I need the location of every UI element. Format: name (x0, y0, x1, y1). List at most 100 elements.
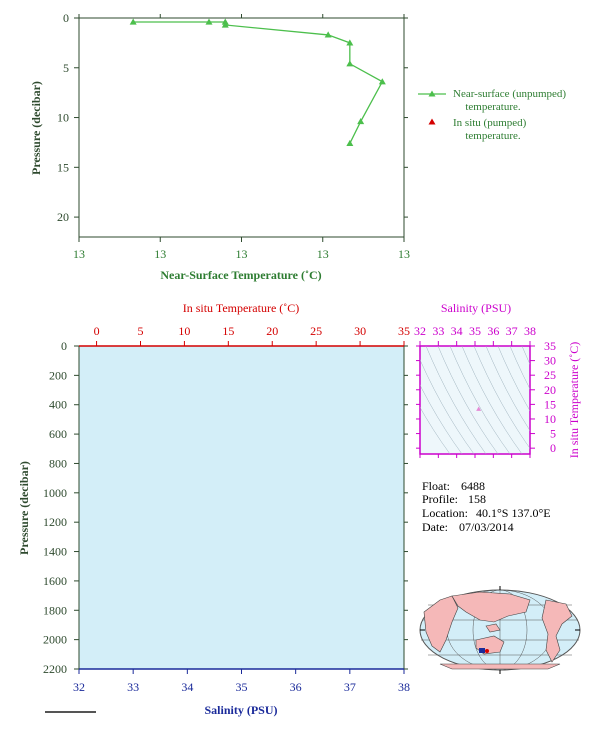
near-surface-point (205, 18, 213, 25)
profile-pressure-tick-label: 1200 (43, 515, 67, 529)
profile-temperature-ticks: 0 5 10 15 20 25 30 35 (94, 324, 410, 346)
profile-pressure-tick-label: 1800 (43, 603, 67, 617)
profile-salinity-tick-label: 37 (344, 680, 356, 694)
ts-salinity-tick-label: 32 (414, 324, 426, 338)
map-float-marker (479, 648, 489, 653)
profile-salinity-tick-label: 35 (236, 680, 248, 694)
ts-temperature-tick-label: 5 (550, 427, 556, 441)
ts-density-contours (420, 346, 594, 454)
ts-density-contour (485, 346, 530, 432)
profile-temperature-tick-label: 35 (398, 324, 410, 338)
profile-pressure-tick-label: 1600 (43, 574, 67, 588)
ts-salinity-tick-label: 38 (524, 324, 536, 338)
profile-salinity-tick-label: 34 (181, 680, 193, 694)
near-surface-y-tick-label: 10 (57, 111, 69, 125)
near-surface-series-points (129, 18, 386, 147)
profile-temperature-axis-label: In situ Temperature (˚C) (183, 301, 300, 315)
ts-density-contour (420, 384, 463, 454)
near-surface-y-ticks: 0 5 10 15 20 (57, 11, 408, 224)
ts-density-contour (473, 346, 530, 449)
ts-salinity-tick-label: 35 (469, 324, 481, 338)
ts-density-contour (497, 346, 530, 412)
ts-density-contour (420, 359, 475, 454)
profile-salinity-tick-label: 38 (398, 680, 410, 694)
profile-pressure-axis-label: Pressure (decibar) (17, 461, 31, 555)
profile-temperature-tick-label: 0 (94, 324, 100, 338)
legend-near-surface-label-1: Near-surface (unpumped) (453, 88, 566, 100)
ts-temperature-tick-label: 20 (544, 383, 556, 397)
near-surface-point (357, 118, 365, 125)
in-situ-profile-chart: 0 5 10 15 20 25 30 35 32 33 34 35 36 37 38 0 200 400 600… (17, 301, 410, 717)
profile-salinity-tick-label: 36 (290, 680, 302, 694)
near-surface-chart: 13 13 13 13 13 0 5 10 15 20 Near-Surface Tempera… (29, 11, 566, 282)
profile-temperature-tick-label: 5 (137, 324, 143, 338)
ts-point (476, 406, 482, 411)
near-surface-y-tick-label: 20 (57, 210, 69, 224)
profile-salinity-axis-label: Salinity (PSU) (204, 703, 277, 717)
ts-salinity-ticks: 32 33 34 35 36 37 38 (414, 324, 536, 458)
legend-near-surface-label-2: temperature. (465, 101, 521, 113)
ts-salinity-axis-label: Salinity (PSU) (441, 301, 511, 315)
near-surface-x-tick-label: 13 (398, 247, 410, 261)
profile-pressure-tick-label: 0 (61, 339, 67, 353)
legend-in-situ-marker (428, 118, 436, 125)
near-surface-y-axis-label: Pressure (decibar) (29, 81, 43, 175)
ts-density-contour (420, 406, 451, 454)
profile-pressure-tick-label: 400 (49, 398, 67, 412)
near-surface-series-line (133, 21, 384, 144)
map-ticks (420, 586, 580, 674)
near-surface-x-tick-label: 13 (317, 247, 329, 261)
ts-temperature-tick-label: 35 (544, 339, 556, 353)
near-surface-point (346, 60, 354, 67)
ts-density-contour (534, 346, 594, 454)
near-surface-x-axis-label: Near-Surface Temperature (˚C) (160, 268, 321, 282)
legend-in-situ-label-1: In situ (pumped) (453, 117, 527, 129)
near-surface-x-tick-label: 13 (73, 247, 85, 261)
profile-pressure-ticks: 0 200 400 600 800 1000 1200 1400 1600 1800 2000 220… (43, 339, 408, 676)
near-surface-x-tick-label: 13 (154, 247, 166, 261)
profile-label: Profile: (422, 492, 458, 506)
profile-temperature-tick-label: 10 (178, 324, 190, 338)
profile-pressure-tick-label: 2200 (43, 662, 67, 676)
near-surface-point (378, 78, 386, 85)
float-value: 6488 (461, 479, 485, 493)
near-surface-plot-frame (78, 17, 405, 238)
ts-density-contour (521, 346, 530, 365)
near-surface-legend: Near-surface (unpumped) temperature. In … (418, 88, 566, 142)
footer-mark (45, 711, 96, 713)
near-surface-point (346, 39, 354, 46)
near-surface-y-tick-label: 0 (63, 11, 69, 25)
near-surface-point (346, 139, 354, 147)
profile-salinity-tick-label: 33 (127, 680, 139, 694)
near-surface-x-tick-label: 13 (236, 247, 248, 261)
near-surface-y-tick-label: 5 (63, 61, 69, 75)
date-value: 07/03/2014 (459, 520, 514, 534)
profile-salinity-ticks: 32 33 34 35 36 37 38 (73, 669, 410, 694)
profile-salinity-tick-label: 32 (73, 680, 85, 694)
ts-temperature-tick-label: 25 (544, 368, 556, 382)
ts-temperature-tick-label: 30 (544, 354, 556, 368)
near-surface-point (324, 31, 332, 38)
profile-pressure-tick-label: 1400 (43, 545, 67, 559)
ts-density-contour (461, 346, 523, 454)
world-map (419, 586, 581, 674)
float-info: Float: 6488 Profile: 158 Location: 40.1°… (422, 479, 551, 534)
ts-density-contour (425, 346, 487, 454)
ts-salinity-tick-label: 33 (432, 324, 444, 338)
profile-temperature-tick-label: 20 (266, 324, 278, 338)
profile-temperature-tick-label: 25 (310, 324, 322, 338)
ts-temperature-tick-label: 10 (544, 412, 556, 426)
ts-temperature-tick-label: 0 (550, 441, 556, 455)
legend-in-situ-label-2: temperature. (465, 130, 521, 142)
date-label: Date: (422, 520, 448, 534)
near-surface-point (129, 18, 137, 25)
ts-salinity-tick-label: 36 (487, 324, 499, 338)
legend-near-surface-marker (428, 90, 436, 97)
profile-pressure-tick-label: 200 (49, 368, 67, 382)
ts-temperature-axis-label: In situ Temperature (˚C) (567, 342, 581, 459)
ts-salinity-tick-label: 37 (506, 324, 518, 338)
profile-pressure-tick-label: 600 (49, 427, 67, 441)
